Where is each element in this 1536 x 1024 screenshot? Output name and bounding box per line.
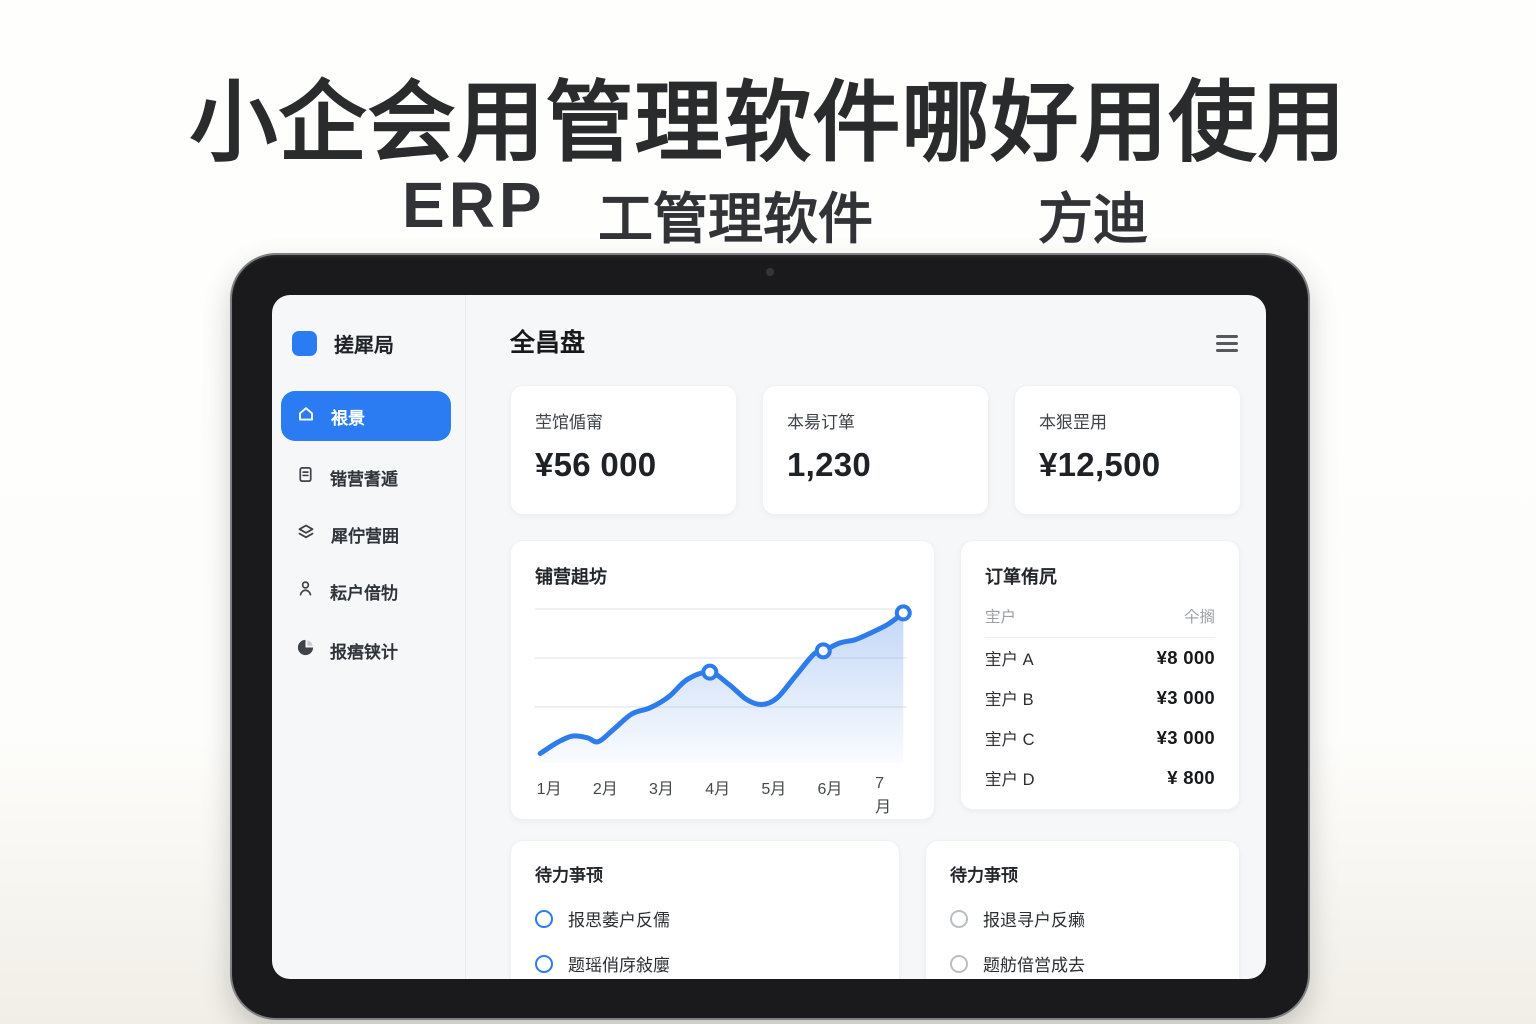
checkbox-circle-icon[interactable] bbox=[535, 909, 553, 928]
data-point-marker bbox=[701, 663, 719, 681]
hamburger-menu-icon[interactable] bbox=[1216, 335, 1238, 352]
todo-card-right: 待力亊顸 报退寻户反癞 题舫偣営成去 bbox=[925, 840, 1240, 979]
x-axis-label: 1月 bbox=[536, 781, 562, 798]
x-axis-labels: 1月 2月 3月 4月 5月 6月 7月 bbox=[535, 775, 907, 816]
area-fill bbox=[540, 612, 904, 763]
x-axis-label: 4月 bbox=[705, 781, 731, 798]
todo-title: 待力亊顸 bbox=[535, 866, 603, 885]
layers-icon bbox=[296, 522, 316, 547]
stat-value: ¥56 000 bbox=[535, 446, 657, 483]
column-customer: 宔户 bbox=[985, 609, 1017, 626]
camera-dot bbox=[766, 268, 774, 276]
poster-headline: 小企会用管理软件哪好用使用 bbox=[189, 73, 1347, 172]
app-logo-icon bbox=[292, 331, 317, 356]
brand: 搓犀局 bbox=[292, 329, 394, 358]
sidebar-item-statistics[interactable]: 报痦铗计 bbox=[272, 628, 465, 672]
todo-label: 报退寻户反癞 bbox=[983, 911, 1085, 930]
sidebar-item-label: 耘户偣牞 bbox=[330, 583, 398, 603]
todo-card-left: 待力亊顸 报思萎户反儒 题瑶俏庌敍廮 bbox=[510, 840, 900, 979]
markers bbox=[701, 604, 912, 681]
sidebar-item-dashboard[interactable]: 裉景 bbox=[281, 391, 451, 441]
stat-cards-row: 茔馆偱甯 ¥56 000 本昜订箪 1,230 本狠罡用 ¥12,500 bbox=[510, 385, 1241, 515]
checkbox-circle-icon[interactable] bbox=[950, 909, 968, 928]
table-row: 宔户 D ¥ 800 bbox=[985, 758, 1215, 798]
brand-label: 搓犀局 bbox=[334, 335, 394, 357]
x-axis-label: 6月 bbox=[817, 781, 843, 798]
trend-line bbox=[537, 610, 906, 756]
sidebar-item-inventory[interactable]: 犀佇营囲 bbox=[272, 512, 465, 556]
table-row: 宔户 B ¥3 000 bbox=[985, 678, 1215, 718]
user-icon bbox=[296, 579, 315, 603]
chart-title: 铺营趄坊 bbox=[535, 567, 607, 587]
line-chart bbox=[535, 604, 912, 763]
todo-item[interactable]: 报思萎户反儒 bbox=[535, 906, 875, 931]
sidebar-item-label: 报痦铗计 bbox=[330, 642, 398, 662]
home-icon bbox=[296, 404, 316, 429]
stat-card-expense: 本狠罡用 ¥12,500 bbox=[1014, 385, 1241, 515]
subtitle-brand: 方迪 bbox=[1038, 188, 1149, 250]
stat-value: ¥12,500 bbox=[1039, 446, 1161, 483]
stat-value: 1,230 bbox=[787, 446, 872, 483]
tablet-frame: 搓犀局 裉景 锴营耆遁 bbox=[230, 253, 1310, 1020]
sidebar-item-label: 裉景 bbox=[331, 408, 365, 428]
app-screen: 搓犀局 裉景 锴营耆遁 bbox=[272, 295, 1266, 979]
x-axis-label: 7月 bbox=[875, 775, 892, 816]
data-point-marker bbox=[814, 642, 832, 660]
customer-name: 宔户 A bbox=[985, 651, 1034, 669]
todo-label: 报思萎户反儒 bbox=[568, 911, 670, 930]
todo-item[interactable]: 题舫偣営成去 bbox=[950, 951, 1215, 976]
x-axis-label: 3月 bbox=[649, 781, 674, 798]
subtitle-erp: ERP bbox=[402, 169, 546, 241]
sidebar-item-sales[interactable]: 锴营耆遁 bbox=[272, 455, 465, 499]
subtitle-software: 工管理软件 bbox=[598, 188, 874, 250]
page-title: 全昌盘 bbox=[510, 329, 586, 357]
order-amount: ¥3 000 bbox=[1156, 687, 1215, 708]
sidebar-item-label: 锴营耆遁 bbox=[330, 469, 398, 489]
todo-title: 待力亊顸 bbox=[950, 866, 1018, 885]
document-icon bbox=[296, 465, 315, 489]
checkbox-circle-icon[interactable] bbox=[950, 954, 968, 973]
orders-title: 订箪侑凥 bbox=[985, 567, 1057, 587]
main-panel: 全昌盘 茔馆偱甯 ¥56 000 本昜订箪 1,230 本狠罡用 ¥12,500 bbox=[465, 295, 1266, 979]
sales-trend-card: 铺营趄坊 1月 2月 3 bbox=[510, 540, 935, 820]
orders-table-header: 宔户 仐搁 bbox=[985, 605, 1215, 638]
sidebar-item-customers[interactable]: 耘户偣牞 bbox=[272, 569, 465, 613]
sidebar: 搓犀局 裉景 锴营耆遁 bbox=[272, 295, 466, 979]
data-point-marker bbox=[894, 604, 912, 622]
todo-label: 题舫偣営成去 bbox=[983, 956, 1085, 975]
stat-card-orders: 本昜订箪 1,230 bbox=[762, 385, 989, 515]
order-amount: ¥8 000 bbox=[1156, 647, 1215, 668]
todo-item[interactable]: 题瑶俏庌敍廮 bbox=[535, 951, 875, 976]
stat-label: 茔馆偱甯 bbox=[535, 413, 603, 432]
todo-label: 题瑶俏庌敍廮 bbox=[568, 956, 670, 975]
x-axis-label: 2月 bbox=[592, 781, 618, 798]
customer-name: 宔户 B bbox=[985, 691, 1034, 709]
sales-trend-svg bbox=[535, 604, 912, 763]
x-axis-label: 5月 bbox=[761, 781, 787, 798]
todo-item[interactable]: 报退寻户反癞 bbox=[950, 906, 1215, 931]
checkbox-circle-icon[interactable] bbox=[535, 954, 553, 973]
stat-card-revenue: 茔馆偱甯 ¥56 000 bbox=[510, 385, 737, 515]
orders-card: 订箪侑凥 宔户 仐搁 宔户 A ¥8 000 宔户 B ¥3 000 宔户 C … bbox=[960, 540, 1240, 810]
column-amount: 仐搁 bbox=[1183, 609, 1215, 626]
customer-name: 宔户 D bbox=[985, 771, 1035, 789]
order-amount: ¥3 000 bbox=[1156, 727, 1215, 748]
stat-label: 本昜订箪 bbox=[787, 413, 855, 432]
order-amount: ¥ 800 bbox=[1167, 767, 1215, 788]
table-row: 宔户 A ¥8 000 bbox=[985, 638, 1215, 678]
sidebar-item-label: 犀佇营囲 bbox=[331, 526, 399, 546]
stat-label: 本狠罡用 bbox=[1039, 413, 1107, 432]
pie-chart-icon bbox=[296, 638, 315, 662]
table-row: 宔户 C ¥3 000 bbox=[985, 718, 1215, 758]
customer-name: 宔户 C bbox=[985, 731, 1035, 749]
